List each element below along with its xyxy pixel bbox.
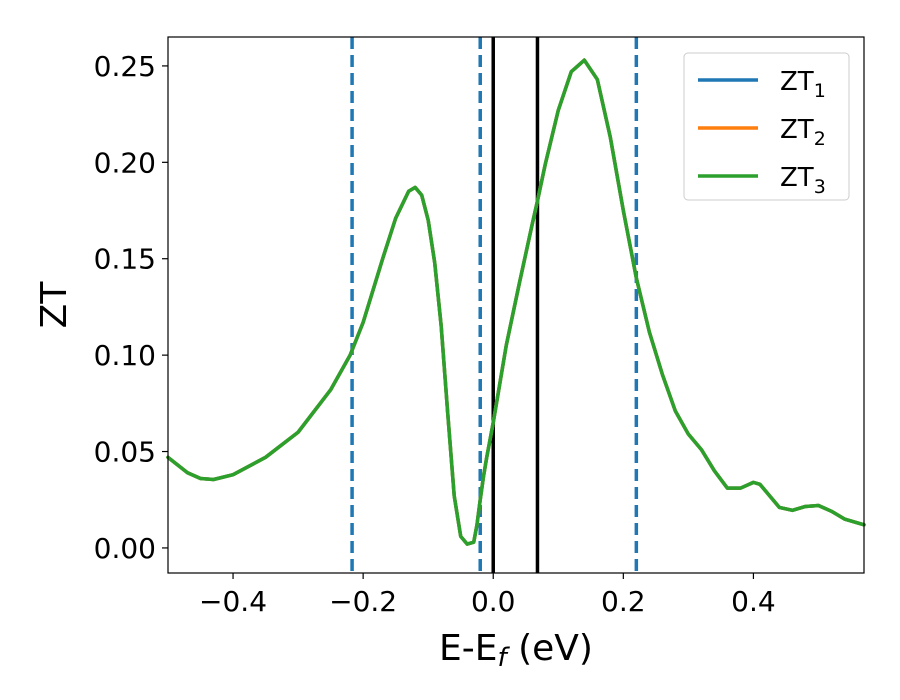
y-tick-label: 0.05 (94, 436, 156, 469)
x-tick-label: 0.2 (601, 585, 646, 618)
legend-box (683, 52, 850, 201)
x-axis-ticks: −0.4 −0.2 0.0 0.2 0.4 (199, 573, 776, 618)
x-tick-label: 0.0 (471, 585, 516, 618)
y-tick-label: 0.00 (94, 532, 156, 565)
legend-label-zt2: ZT2 (780, 115, 826, 150)
x-axis-title-main: E-E (439, 628, 497, 669)
legend-label-zt1: ZT1 (780, 67, 826, 102)
plot-frame (167, 36, 865, 574)
x-axis-title-unit: (eV) (507, 628, 593, 669)
reference-lines (350, 37, 639, 573)
data-series (166, 58, 866, 546)
legend-label-zt3: ZT3 (780, 163, 826, 198)
y-tick-label: 0.15 (94, 243, 156, 276)
x-axis-title: E-Ef (eV) (439, 628, 593, 673)
x-tick-label: −0.4 (199, 585, 267, 618)
y-tick-label: 0.10 (94, 339, 156, 372)
y-axis-ticks: 0.00 0.05 0.10 0.15 0.20 0.25 (94, 50, 168, 565)
x-tick-label: 0.4 (731, 585, 776, 618)
series-line-zt3 (166, 58, 866, 546)
legend: ZT1 ZT2 ZT3 (683, 52, 850, 201)
x-tick-label: −0.2 (329, 585, 397, 618)
y-tick-label: 0.25 (94, 50, 156, 83)
y-tick-label: 0.20 (94, 146, 156, 179)
y-axis-title: ZT (34, 281, 75, 329)
